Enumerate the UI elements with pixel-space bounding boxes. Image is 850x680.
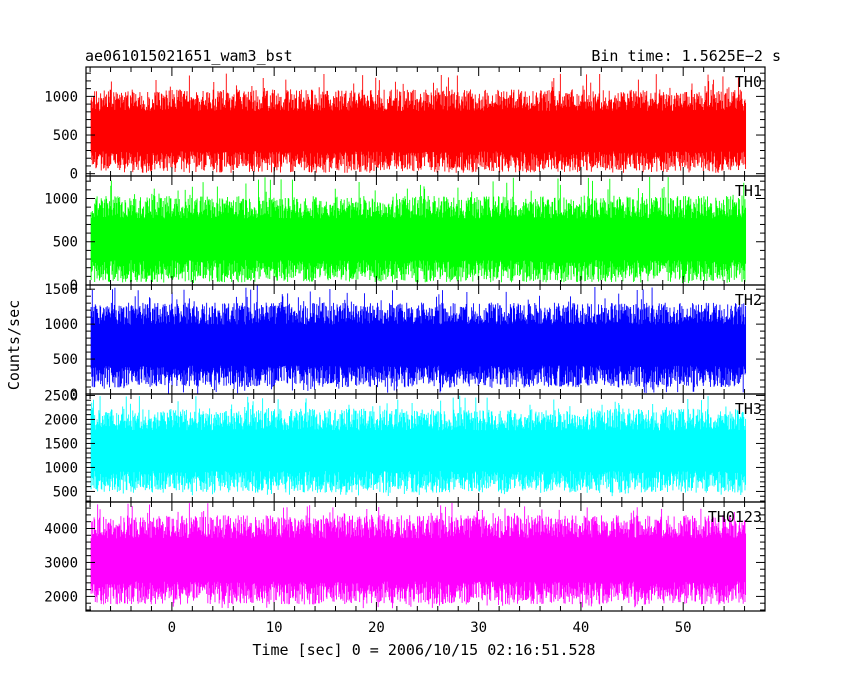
y-tick-label: 0: [70, 167, 78, 183]
panel-label-th0: TH0: [735, 73, 762, 91]
y-tick-label: 0: [70, 278, 78, 294]
plot-title: ae061015021651_wam3_bst: [85, 47, 293, 65]
y-tick-label: 4000: [44, 521, 78, 537]
x-axis-label: Time [sec] 0 = 2006/10/15 02:16:51.528: [252, 641, 595, 659]
y-tick-label: 500: [53, 352, 78, 368]
panel-th3: 500 1000 1500 2000 2500 TH3: [44, 388, 766, 503]
y-tick-label: 3000: [44, 555, 78, 571]
panel-label-th3: TH3: [735, 400, 762, 418]
panel-label-th2: TH2: [735, 291, 762, 309]
y-tick-label: 500: [53, 484, 78, 500]
series-trace-th0123: [90, 503, 747, 609]
y-tick-label: 2000: [44, 412, 78, 428]
panel-frame: [85, 501, 766, 612]
y-tick-label: 2000: [44, 589, 78, 605]
x-tick-label: 50: [675, 620, 692, 636]
y-tick-label: 1000: [44, 317, 78, 333]
series-trace-th2: [90, 285, 747, 394]
series-trace-th0: [90, 73, 747, 173]
y-tick-label: 1000: [44, 89, 78, 105]
panel-th2: 0 500 1000 1500 TH2: [44, 282, 766, 403]
x-tick-label: 0: [168, 620, 176, 636]
y-tick-label: 500: [53, 235, 78, 251]
panel-th1: 0 500 1000 TH1: [44, 175, 766, 294]
panel-th0: 0 500 1000 TH0: [44, 66, 766, 183]
y-tick-label: 1000: [44, 460, 78, 476]
x-tick-label: 30: [470, 620, 487, 636]
y-tick-label: 1500: [44, 436, 78, 452]
panel-label-th1: TH1: [735, 182, 762, 200]
x-tick-label: 10: [266, 620, 283, 636]
y-tick-label: 0: [70, 387, 78, 403]
x-tick-label: 40: [573, 620, 590, 636]
y-tick-label: 1000: [44, 191, 78, 207]
series-trace-th1: [90, 176, 747, 284]
y-tick-label: 2500: [44, 388, 78, 404]
x-tick-label: 20: [368, 620, 385, 636]
series-trace-th3: [90, 395, 747, 497]
panel-th0123: 2000 3000 4000 TH0123 0 10 20 30 40 50: [44, 501, 766, 636]
panel-label-th0123: TH0123: [708, 508, 762, 526]
y-tick-label: 1500: [44, 282, 78, 298]
y-tick-label: 500: [53, 128, 78, 144]
bin-time-label: Bin time: 1.5625E−2 s: [591, 47, 781, 65]
y-axis-label: Counts/sec: [5, 300, 23, 390]
